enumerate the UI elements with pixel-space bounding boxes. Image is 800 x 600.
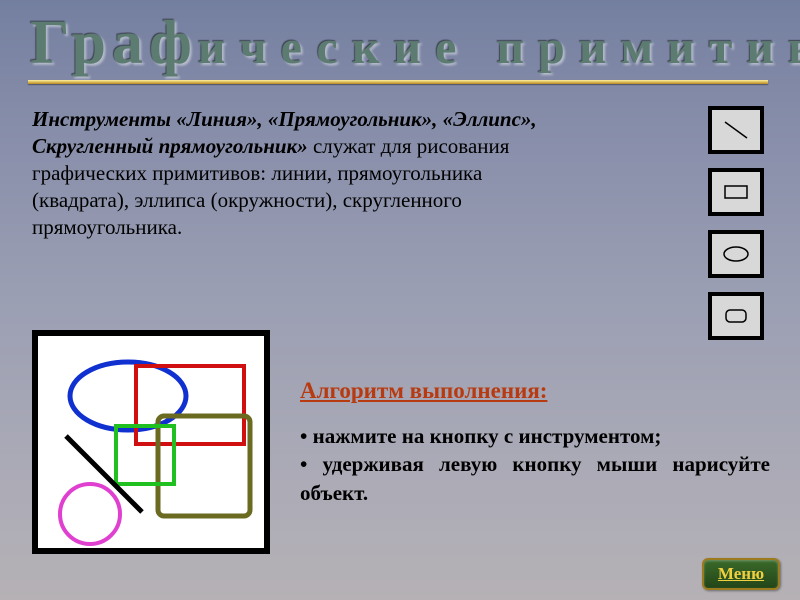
demo-illustration (32, 330, 270, 554)
rectangle-tool-icon[interactable] (708, 168, 764, 216)
line-tool-icon[interactable] (708, 106, 764, 154)
algorithm-block: Алгоритм выполнения: • нажмите на кнопку… (300, 378, 770, 507)
roundrect-tool-icon[interactable] (708, 292, 764, 340)
algorithm-item: • нажмите на кнопку с инструментом; (300, 422, 770, 450)
title-underline (28, 80, 768, 84)
title-big: Граф (30, 9, 198, 77)
algorithm-list: • нажмите на кнопку с инструментом; • уд… (300, 422, 770, 507)
title-rest: ические примитивы (198, 21, 800, 74)
algorithm-title: Алгоритм выполнения: (300, 378, 770, 404)
menu-button[interactable]: Меню (702, 558, 780, 590)
ellipse-tool-icon[interactable] (708, 230, 764, 278)
tool-icon-list (708, 106, 764, 340)
description-text: Инструменты «Линия», «Прямоугольник», «Э… (32, 106, 562, 240)
menu-button-label: Меню (718, 564, 764, 584)
algorithm-item: • удерживая левую кнопку мыши нарисуйте … (300, 450, 770, 507)
slide-title: Графические примитивы (30, 8, 800, 79)
